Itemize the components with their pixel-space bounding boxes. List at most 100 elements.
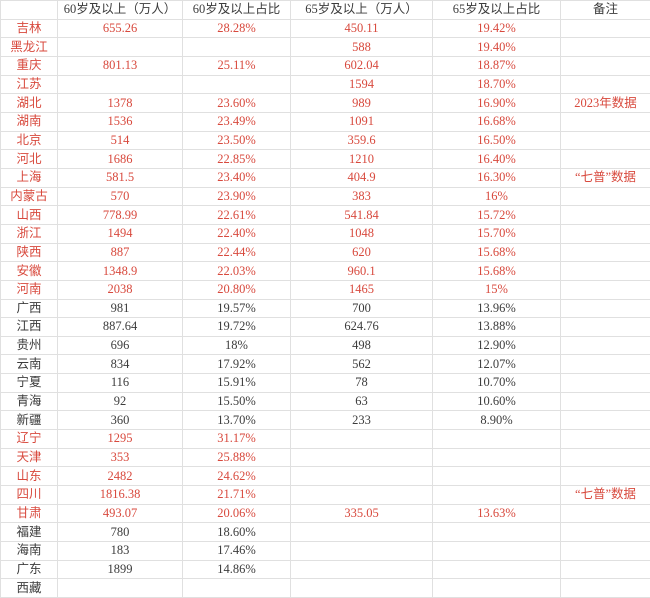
age65-count-cell[interactable] xyxy=(291,560,433,579)
age60-ratio-cell[interactable]: 22.85% xyxy=(183,150,291,169)
age60-ratio-cell[interactable]: 14.86% xyxy=(183,560,291,579)
age60-count-cell[interactable]: 1494 xyxy=(58,224,183,243)
age65-count-cell[interactable]: 1091 xyxy=(291,112,433,131)
age65-ratio-cell[interactable]: 16.50% xyxy=(433,131,561,150)
age65-count-cell[interactable]: 541.84 xyxy=(291,206,433,225)
age60-ratio-cell[interactable] xyxy=(183,75,291,94)
age65-count-cell[interactable]: 989 xyxy=(291,94,433,113)
note-cell[interactable] xyxy=(561,392,650,411)
age60-ratio-cell[interactable]: 22.40% xyxy=(183,224,291,243)
age65-ratio-cell[interactable]: 15% xyxy=(433,280,561,299)
age60-ratio-cell[interactable]: 22.61% xyxy=(183,206,291,225)
province-cell[interactable]: 山东 xyxy=(1,467,58,486)
note-cell[interactable] xyxy=(561,150,650,169)
age60-ratio-cell[interactable]: 21.71% xyxy=(183,486,291,505)
age60-count-cell[interactable]: 1686 xyxy=(58,150,183,169)
age65-count-cell[interactable] xyxy=(291,579,433,598)
age65-ratio-cell[interactable] xyxy=(433,560,561,579)
age60-count-cell[interactable]: 887 xyxy=(58,243,183,262)
note-cell[interactable]: 2023年数据 xyxy=(561,94,650,113)
age65-count-cell[interactable]: 383 xyxy=(291,187,433,206)
note-cell[interactable] xyxy=(561,299,650,318)
province-cell[interactable]: 甘肃 xyxy=(1,504,58,523)
province-cell[interactable]: 宁夏 xyxy=(1,374,58,393)
age60-count-cell[interactable] xyxy=(58,38,183,57)
age65-ratio-cell[interactable]: 19.40% xyxy=(433,38,561,57)
age60-count-cell[interactable]: 493.07 xyxy=(58,504,183,523)
note-cell[interactable] xyxy=(561,131,650,150)
province-cell[interactable]: 福建 xyxy=(1,523,58,542)
age60-ratio-cell[interactable] xyxy=(183,579,291,598)
age65-count-cell[interactable]: 1594 xyxy=(291,75,433,94)
age60-count-cell[interactable]: 116 xyxy=(58,374,183,393)
age60-count-cell[interactable]: 1816.38 xyxy=(58,486,183,505)
header-cell-note[interactable]: 备注 xyxy=(561,1,650,20)
age60-count-cell[interactable]: 183 xyxy=(58,542,183,561)
age60-ratio-cell[interactable]: 15.50% xyxy=(183,392,291,411)
age60-count-cell[interactable]: 981 xyxy=(58,299,183,318)
age60-ratio-cell[interactable]: 23.49% xyxy=(183,112,291,131)
age65-count-cell[interactable]: 450.11 xyxy=(291,19,433,38)
age65-count-cell[interactable] xyxy=(291,448,433,467)
age65-ratio-cell[interactable]: 15.70% xyxy=(433,224,561,243)
age65-ratio-cell[interactable] xyxy=(433,579,561,598)
age65-ratio-cell[interactable] xyxy=(433,448,561,467)
header-cell-blank[interactable] xyxy=(1,1,58,20)
note-cell[interactable] xyxy=(561,336,650,355)
age60-count-cell[interactable]: 353 xyxy=(58,448,183,467)
age60-ratio-cell[interactable]: 23.60% xyxy=(183,94,291,113)
age65-ratio-cell[interactable]: 13.63% xyxy=(433,504,561,523)
age65-count-cell[interactable]: 78 xyxy=(291,374,433,393)
note-cell[interactable] xyxy=(561,355,650,374)
age60-count-cell[interactable]: 92 xyxy=(58,392,183,411)
age60-count-cell[interactable]: 2038 xyxy=(58,280,183,299)
age65-count-cell[interactable]: 1465 xyxy=(291,280,433,299)
age65-ratio-cell[interactable] xyxy=(433,430,561,449)
note-cell[interactable] xyxy=(561,448,650,467)
note-cell[interactable] xyxy=(561,560,650,579)
province-cell[interactable]: 辽宁 xyxy=(1,430,58,449)
age65-count-cell[interactable] xyxy=(291,486,433,505)
age65-ratio-cell[interactable] xyxy=(433,486,561,505)
age65-count-cell[interactable]: 1210 xyxy=(291,150,433,169)
age60-count-cell[interactable]: 655.26 xyxy=(58,19,183,38)
province-cell[interactable]: 青海 xyxy=(1,392,58,411)
province-cell[interactable]: 黑龙江 xyxy=(1,38,58,57)
age65-count-cell[interactable]: 620 xyxy=(291,243,433,262)
age60-ratio-cell[interactable]: 23.50% xyxy=(183,131,291,150)
note-cell[interactable] xyxy=(561,542,650,561)
province-cell[interactable]: 广东 xyxy=(1,560,58,579)
province-cell[interactable]: 天津 xyxy=(1,448,58,467)
age65-ratio-cell[interactable] xyxy=(433,467,561,486)
age65-count-cell[interactable]: 404.9 xyxy=(291,168,433,187)
age60-ratio-cell[interactable]: 13.70% xyxy=(183,411,291,430)
province-cell[interactable]: 内蒙古 xyxy=(1,187,58,206)
age65-count-cell[interactable] xyxy=(291,523,433,542)
age60-ratio-cell[interactable] xyxy=(183,38,291,57)
note-cell[interactable] xyxy=(561,206,650,225)
age65-ratio-cell[interactable]: 12.90% xyxy=(433,336,561,355)
age65-ratio-cell[interactable]: 12.07% xyxy=(433,355,561,374)
note-cell[interactable] xyxy=(561,75,650,94)
province-cell[interactable]: 江苏 xyxy=(1,75,58,94)
province-cell[interactable]: 上海 xyxy=(1,168,58,187)
province-cell[interactable]: 西藏 xyxy=(1,579,58,598)
note-cell[interactable] xyxy=(561,262,650,281)
age65-ratio-cell[interactable]: 10.60% xyxy=(433,392,561,411)
age60-count-cell[interactable]: 1378 xyxy=(58,94,183,113)
age60-ratio-cell[interactable]: 23.40% xyxy=(183,168,291,187)
age65-count-cell[interactable]: 359.6 xyxy=(291,131,433,150)
note-cell[interactable] xyxy=(561,187,650,206)
age65-ratio-cell[interactable]: 18.70% xyxy=(433,75,561,94)
note-cell[interactable]: “七普”数据 xyxy=(561,486,650,505)
note-cell[interactable] xyxy=(561,430,650,449)
note-cell[interactable] xyxy=(561,19,650,38)
age65-count-cell[interactable]: 1048 xyxy=(291,224,433,243)
age60-ratio-cell[interactable]: 22.03% xyxy=(183,262,291,281)
province-cell[interactable]: 北京 xyxy=(1,131,58,150)
age60-count-cell[interactable]: 834 xyxy=(58,355,183,374)
age60-ratio-cell[interactable]: 22.44% xyxy=(183,243,291,262)
province-cell[interactable]: 浙江 xyxy=(1,224,58,243)
age65-count-cell[interactable]: 63 xyxy=(291,392,433,411)
age60-ratio-cell[interactable]: 19.72% xyxy=(183,318,291,337)
